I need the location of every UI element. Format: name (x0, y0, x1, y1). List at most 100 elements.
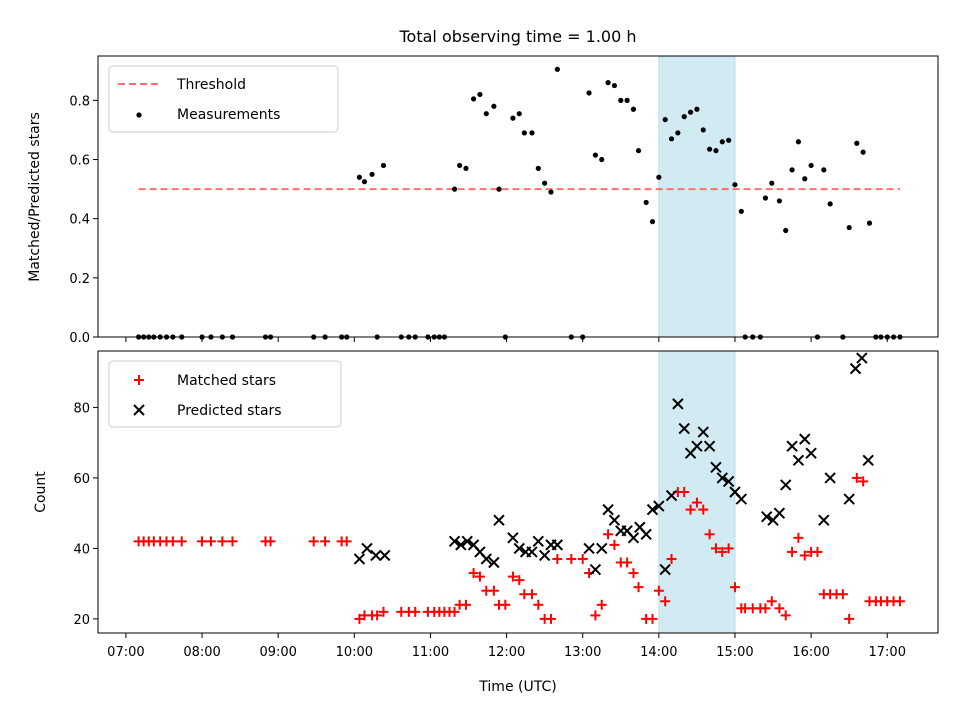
measurement-point (542, 180, 548, 186)
matched-star-marker (552, 553, 563, 564)
y-tick-label: 0.4 (69, 213, 90, 228)
x-tick-label: 17:00 (869, 645, 906, 660)
measurement-point (656, 174, 662, 180)
matched-star-marker (799, 550, 810, 561)
measurement-point (719, 139, 725, 145)
matched-star-marker (609, 539, 620, 550)
x-tick-label: 14:00 (640, 645, 677, 660)
measurement-point (854, 140, 860, 146)
measurement-point (529, 130, 535, 136)
matched-star-marker (596, 599, 607, 610)
matched-star-marker (354, 613, 365, 624)
measurement-point (675, 130, 681, 136)
matched-star-marker (217, 536, 228, 547)
matched-star-marker (647, 613, 658, 624)
predicted-star-marker (697, 426, 709, 438)
x-tick-label: 08:00 (183, 645, 220, 660)
matched-star-marker (653, 585, 664, 596)
matched-star-marker (566, 553, 577, 564)
measurement-point (483, 111, 489, 117)
measurement-point (707, 146, 713, 152)
measurement-point (789, 167, 795, 173)
predicted-star-marker (722, 475, 735, 488)
matched-star-marker (176, 536, 187, 547)
matched-star-marker (488, 585, 499, 596)
predicted-star-marker (608, 514, 621, 526)
matched-star-marker (410, 606, 421, 617)
matched-star-marker (685, 504, 696, 515)
y-tick-label: 60 (73, 472, 90, 487)
chart-title: Total observing time = 1.00 h (398, 27, 636, 46)
predicted-star-marker (532, 535, 545, 548)
matched-star-marker (666, 553, 677, 564)
predicted-star-marker (493, 514, 505, 526)
matched-star-marker (507, 571, 518, 582)
measurement-point (599, 156, 605, 163)
measurement-point (795, 139, 802, 145)
predicted-star-marker (665, 489, 678, 502)
matched-star-points (133, 472, 905, 624)
matched-star-marker (197, 536, 208, 547)
measurement-point (380, 162, 387, 169)
predicted-star-marker (583, 542, 595, 555)
y-tick-label: 0.6 (69, 154, 90, 169)
x-axis-label: Time (UTC) (478, 679, 556, 695)
matched-star-marker (341, 536, 352, 547)
matched-star-marker (774, 603, 785, 614)
predicted-star-marker (589, 563, 602, 576)
measurement-point (802, 176, 808, 182)
count-panel: 20 40 60 80 07:00 08:00 09:00 10:00 11:00 12:00 1… (33, 350, 939, 695)
ratio-panel: 0.00.20.40.60.8 Matched/Predicted stars … (27, 55, 939, 346)
predicted-star-marker (370, 549, 382, 562)
predicted-star-marker (646, 503, 659, 516)
legend-measurements-label: Measurements (177, 107, 280, 123)
measurement-point (713, 148, 719, 154)
matched-star-marker (622, 557, 633, 568)
count-highlight-span (658, 350, 736, 634)
y-tick-label: 0.0 (69, 331, 90, 346)
predicted-star-marker (653, 500, 665, 512)
measurement-point (470, 96, 477, 102)
matched-star-marker (723, 543, 734, 554)
predicted-star-marker (551, 539, 564, 551)
predicted-star-marker (703, 440, 716, 452)
measurement-point (491, 103, 497, 109)
predicted-star-marker (824, 472, 836, 484)
matched-star-marker (590, 610, 601, 621)
measurement-point (687, 109, 694, 115)
predicted-star-marker (799, 433, 811, 445)
matched-star-marker (167, 536, 178, 547)
predicted-star-marker (760, 510, 773, 523)
matched-star-marker (760, 603, 771, 614)
predicted-star-marker (856, 352, 868, 364)
matched-star-marker (603, 529, 614, 540)
measurement-point (369, 171, 375, 177)
matched-star-marker (766, 596, 777, 607)
x-tick-label: 09:00 (259, 645, 296, 660)
matched-star-marker (729, 582, 740, 593)
matched-star-marker (378, 606, 389, 617)
predicted-star-marker (780, 479, 792, 491)
y-tick-label: 0.8 (69, 94, 90, 109)
matched-star-marker (577, 553, 588, 564)
matched-star-marker (474, 571, 485, 582)
measurement-point (662, 116, 668, 123)
predicted-star-marker (480, 553, 492, 565)
measurement-point (496, 186, 502, 192)
ratio-highlight-span (658, 55, 736, 338)
matched-star-marker (533, 599, 544, 610)
predicted-star-marker (805, 447, 817, 459)
measurement-point (361, 179, 368, 185)
predicted-star-marker (716, 472, 728, 484)
ratio-x-ticks (125, 337, 888, 342)
measurement-point (668, 136, 675, 142)
ratio-legend: Threshold Measurements (108, 65, 339, 133)
predicted-star-marker (786, 440, 798, 452)
matched-star-marker (205, 536, 216, 547)
predicted-star-marker (627, 532, 640, 544)
predicted-star-marker (691, 440, 703, 452)
y-tick-label: 20 (73, 613, 90, 628)
predicted-star-marker (455, 539, 467, 551)
measurement-point (681, 114, 687, 120)
